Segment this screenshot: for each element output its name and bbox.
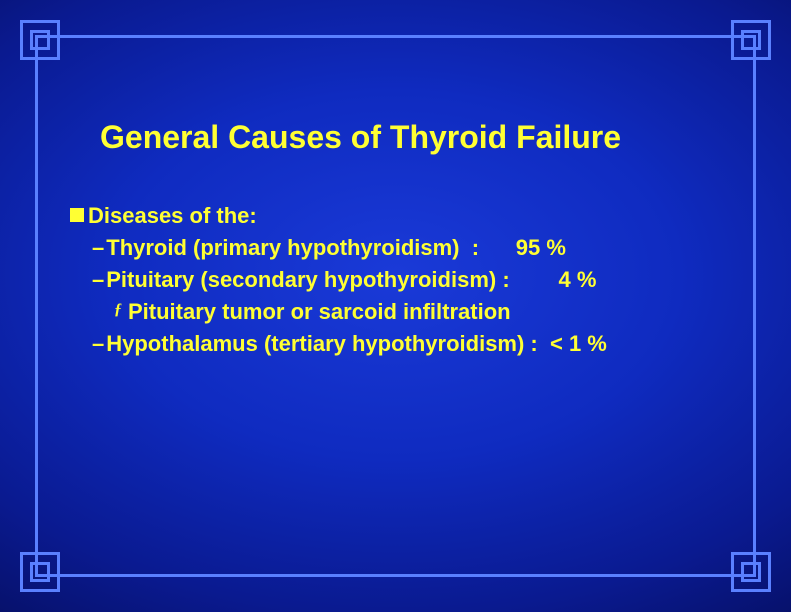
item-value: 4 %: [510, 264, 597, 296]
subitem-label: Pituitary tumor or sarcoid infiltration: [128, 296, 511, 328]
dash-bullet-icon: –: [92, 328, 104, 360]
dash-bullet-icon: –: [92, 232, 104, 264]
sub-bullet-icon: ƒ: [114, 298, 122, 330]
square-bullet-icon: [70, 208, 84, 222]
list-item: – Pituitary (secondary hypothyroidism) :…: [70, 264, 721, 296]
list-item: – Thyroid (primary hypothyroidism) : 95 …: [70, 232, 721, 264]
list-subitem: ƒ Pituitary tumor or sarcoid infiltratio…: [70, 296, 721, 328]
item-value: < 1 %: [538, 328, 607, 360]
list-header-row: Diseases of the:: [70, 200, 721, 232]
item-value: 95 %: [479, 232, 566, 264]
list-item: – Hypothalamus (tertiary hypothyroidism)…: [70, 328, 721, 360]
item-label: Hypothalamus (tertiary hypothyroidism) :: [106, 328, 538, 360]
slide-content: General Causes of Thyroid Failure Diseas…: [0, 0, 791, 612]
item-label: Thyroid (primary hypothyroidism) :: [106, 232, 479, 264]
slide-body: Diseases of the: – Thyroid (primary hypo…: [70, 200, 721, 359]
list-header: Diseases of the:: [88, 200, 257, 232]
slide: General Causes of Thyroid Failure Diseas…: [0, 0, 791, 612]
dash-bullet-icon: –: [92, 264, 104, 296]
item-label: Pituitary (secondary hypothyroidism) :: [106, 264, 509, 296]
slide-title: General Causes of Thyroid Failure: [100, 120, 721, 155]
